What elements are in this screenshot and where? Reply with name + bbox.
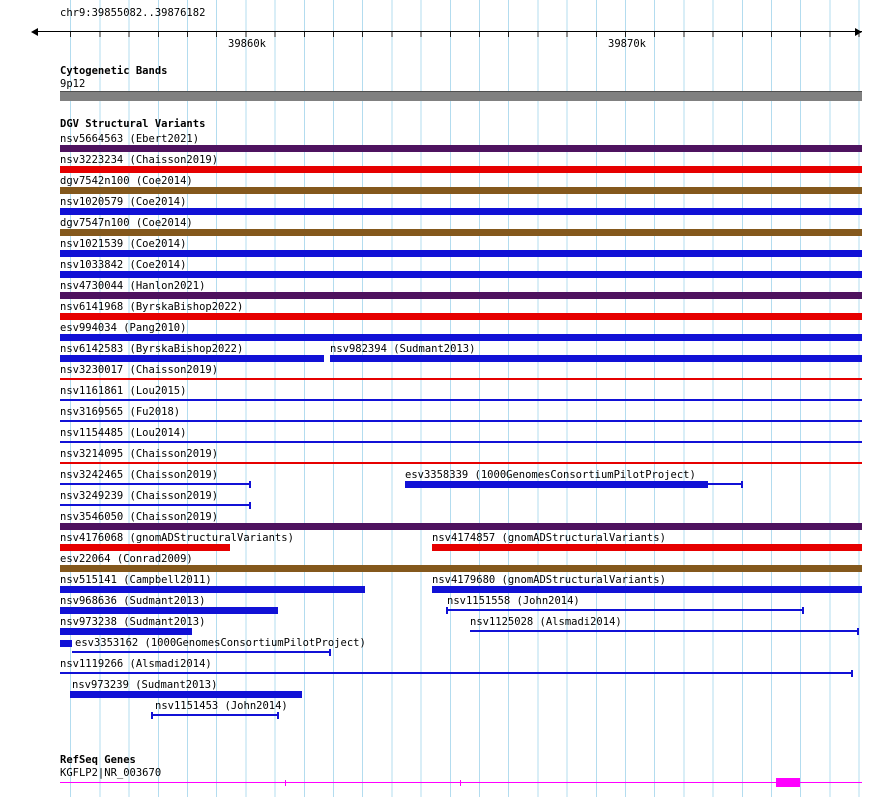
variant-label[interactable]: nsv1021539 (Coe2014) bbox=[60, 238, 187, 250]
variant-label[interactable]: esv3358339 (1000GenomesConsortiumPilotPr… bbox=[405, 469, 696, 481]
cytoband-label: 9p12 bbox=[60, 78, 86, 90]
variant-whisker bbox=[277, 712, 279, 719]
variant-label[interactable]: nsv3223234 (Chaisson2019) bbox=[60, 154, 219, 166]
variant-label[interactable]: nsv1154485 (Lou2014) bbox=[60, 427, 187, 439]
variant-whisker bbox=[446, 607, 448, 614]
variant-bar[interactable] bbox=[60, 229, 862, 236]
variant-label[interactable]: nsv4179680 (gnomADStructuralVariants) bbox=[432, 574, 666, 586]
variant-label[interactable]: nsv3214095 (Chaisson2019) bbox=[60, 448, 219, 460]
variant-label[interactable]: nsv1020579 (Coe2014) bbox=[60, 196, 187, 208]
variant-label[interactable]: nsv6142583 (ByrskaBishop2022) bbox=[60, 343, 244, 355]
variant-bar[interactable] bbox=[60, 166, 862, 173]
variant-line[interactable] bbox=[60, 672, 852, 674]
variant-line[interactable] bbox=[60, 399, 862, 401]
ruler-line bbox=[38, 31, 862, 32]
variant-bar[interactable] bbox=[60, 640, 72, 647]
variant-bar[interactable] bbox=[60, 523, 862, 530]
variant-bar[interactable] bbox=[60, 145, 862, 152]
variant-bar[interactable] bbox=[432, 544, 862, 551]
variant-label[interactable]: nsv6141968 (ByrskaBishop2022) bbox=[60, 301, 244, 313]
variant-label[interactable]: nsv982394 (Sudmant2013) bbox=[330, 343, 476, 355]
variant-bar[interactable] bbox=[60, 292, 862, 299]
ruler-ticks bbox=[42, 32, 862, 37]
variant-bar[interactable] bbox=[60, 628, 192, 635]
variant-whisker bbox=[249, 502, 251, 509]
variant-bar[interactable] bbox=[70, 691, 302, 698]
variant-line[interactable] bbox=[60, 378, 862, 380]
ruler-arrow-left-icon bbox=[31, 28, 38, 36]
variant-line[interactable] bbox=[60, 504, 250, 506]
variant-whisker bbox=[249, 481, 251, 488]
variant-label[interactable]: esv994034 (Pang2010) bbox=[60, 322, 187, 334]
variant-label[interactable]: nsv968636 (Sudmant2013) bbox=[60, 595, 206, 607]
variant-bar[interactable] bbox=[60, 313, 862, 320]
variant-line[interactable] bbox=[60, 483, 250, 485]
variant-bar[interactable] bbox=[60, 355, 324, 362]
variant-bar[interactable] bbox=[60, 607, 278, 614]
ruler-tick-label: 39870k bbox=[608, 38, 646, 50]
gene-tick bbox=[285, 780, 286, 786]
variant-label[interactable]: nsv1151453 (John2014) bbox=[155, 700, 288, 712]
variant-bar[interactable] bbox=[60, 271, 862, 278]
variant-bar[interactable] bbox=[60, 250, 862, 257]
variant-whisker bbox=[329, 649, 331, 656]
gene-tick bbox=[460, 780, 461, 786]
variant-label[interactable]: nsv3249239 (Chaisson2019) bbox=[60, 490, 219, 502]
gene-line[interactable] bbox=[60, 782, 862, 783]
variant-whisker bbox=[851, 670, 853, 677]
ruler-tick-label: 39860k bbox=[228, 38, 266, 50]
variant-label[interactable]: nsv1125028 (Alsmadi2014) bbox=[470, 616, 622, 628]
variant-label[interactable]: nsv1119266 (Alsmadi2014) bbox=[60, 658, 212, 670]
variant-label[interactable]: nsv1151558 (John2014) bbox=[447, 595, 580, 607]
gene-label[interactable]: KGFLP2|NR_003670 bbox=[60, 767, 162, 779]
variant-label[interactable]: esv3353162 (1000GenomesConsortiumPilotPr… bbox=[75, 637, 366, 649]
variant-bar[interactable] bbox=[60, 565, 862, 572]
variant-label[interactable]: nsv1033842 (Coe2014) bbox=[60, 259, 187, 271]
variant-bar[interactable] bbox=[60, 334, 862, 341]
variant-label[interactable]: nsv4174857 (gnomADStructuralVariants) bbox=[432, 532, 666, 544]
cytoband-section-header: Cytogenetic Bands bbox=[60, 65, 168, 77]
cytoband-bar[interactable] bbox=[60, 91, 862, 101]
variant-line[interactable] bbox=[447, 609, 803, 611]
variant-label[interactable]: nsv973239 (Sudmant2013) bbox=[72, 679, 218, 691]
variant-bar[interactable] bbox=[60, 586, 365, 593]
variant-whisker bbox=[802, 607, 804, 614]
variant-line[interactable] bbox=[470, 630, 858, 632]
variant-label[interactable]: nsv3169565 (Fu2018) bbox=[60, 406, 181, 418]
variant-label[interactable]: nsv515141 (Campbell2011) bbox=[60, 574, 212, 586]
variant-label[interactable]: nsv973238 (Sudmant2013) bbox=[60, 616, 206, 628]
variant-label[interactable]: dgv7547n100 (Coe2014) bbox=[60, 217, 193, 229]
variant-bar[interactable] bbox=[60, 208, 862, 215]
variant-bar[interactable] bbox=[330, 355, 862, 362]
variant-label[interactable]: nsv5664563 (Ebert2021) bbox=[60, 133, 200, 145]
variant-whisker bbox=[857, 628, 859, 635]
variant-whisker bbox=[151, 712, 153, 719]
variant-bar[interactable] bbox=[432, 586, 862, 593]
grid-lines bbox=[42, 0, 862, 797]
variant-label[interactable]: nsv4730044 (Hanlon2021) bbox=[60, 280, 206, 292]
refseq-section-header: RefSeq Genes bbox=[60, 754, 136, 766]
variant-label[interactable]: dgv7542n100 (Coe2014) bbox=[60, 175, 193, 187]
variant-label[interactable]: esv22064 (Conrad2009) bbox=[60, 553, 193, 565]
dgv-section-header: DGV Structural Variants bbox=[60, 118, 206, 130]
variant-bar[interactable] bbox=[405, 481, 708, 488]
variant-line[interactable] bbox=[708, 483, 742, 485]
variant-bar[interactable] bbox=[60, 187, 862, 194]
variant-line[interactable] bbox=[152, 714, 278, 716]
gene-exon[interactable] bbox=[776, 778, 800, 787]
variant-label[interactable]: nsv4176068 (gnomADStructuralVariants) bbox=[60, 532, 294, 544]
variant-label[interactable]: nsv1161861 (Lou2015) bbox=[60, 385, 187, 397]
variant-line[interactable] bbox=[72, 651, 330, 653]
variant-label[interactable]: nsv3242465 (Chaisson2019) bbox=[60, 469, 219, 481]
variant-label[interactable]: nsv3546050 (Chaisson2019) bbox=[60, 511, 219, 523]
variant-bar[interactable] bbox=[60, 544, 230, 551]
region-title: chr9:39855082..39876182 bbox=[60, 7, 206, 19]
variant-line[interactable] bbox=[60, 420, 862, 422]
variant-label[interactable]: nsv3230017 (Chaisson2019) bbox=[60, 364, 219, 376]
variant-line[interactable] bbox=[60, 441, 862, 443]
variant-whisker bbox=[741, 481, 743, 488]
variant-line[interactable] bbox=[60, 462, 862, 464]
